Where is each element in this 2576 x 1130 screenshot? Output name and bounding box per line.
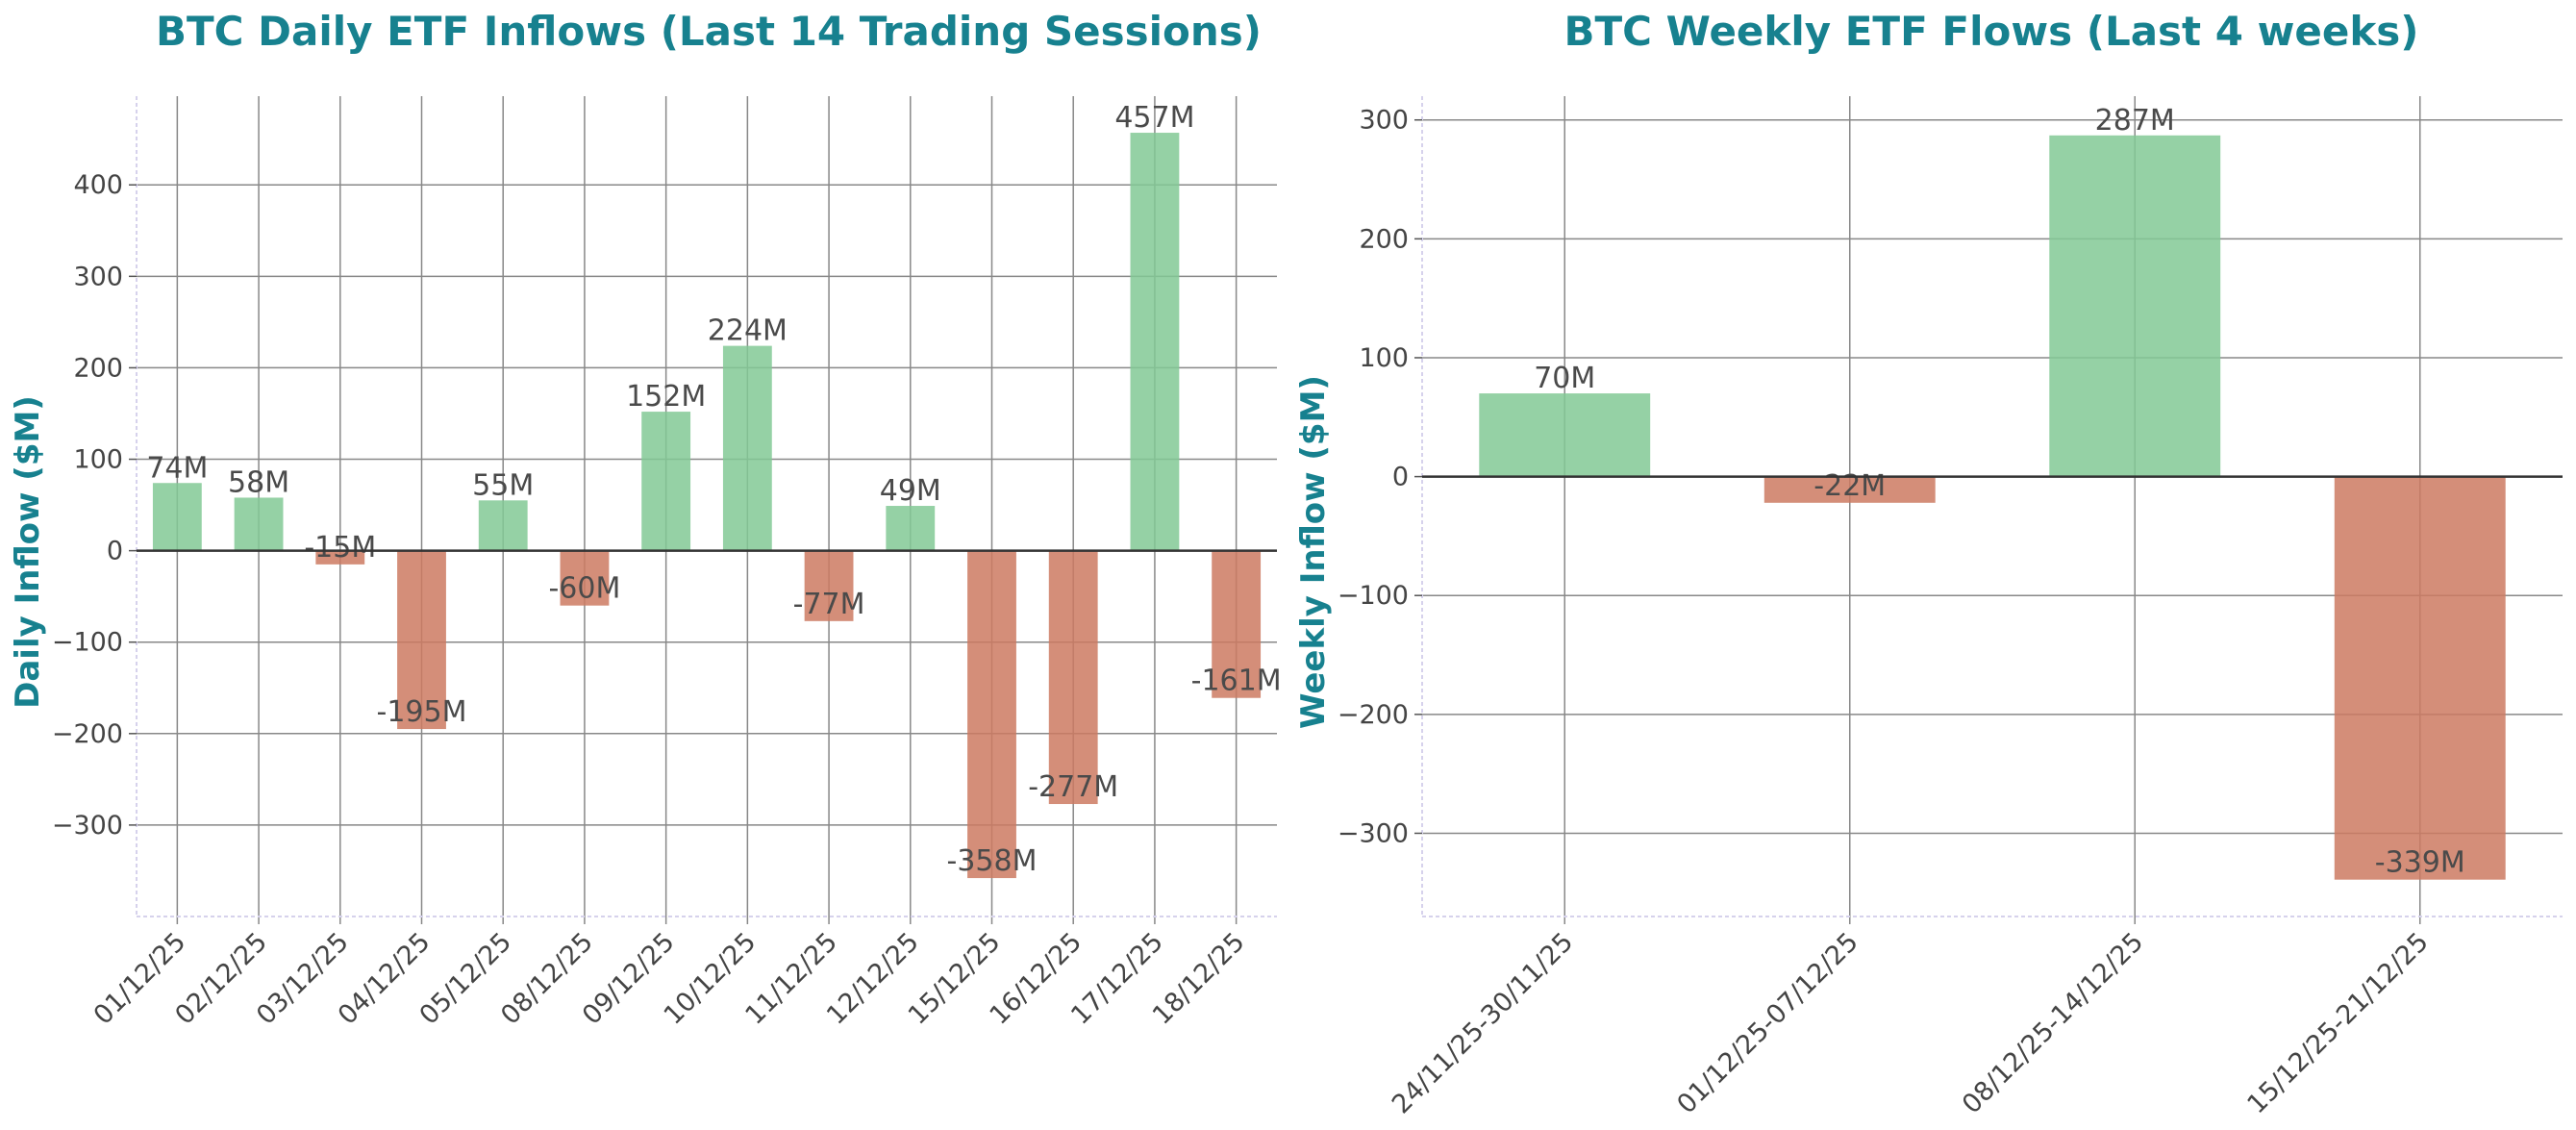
data-label: 224M bbox=[708, 314, 788, 348]
y-tick-label: −300 bbox=[52, 811, 123, 841]
x-tick-label: 15/12/25-21/12/25 bbox=[2241, 927, 2434, 1119]
data-label: -339M bbox=[2375, 846, 2465, 880]
data-label: -15M bbox=[304, 531, 376, 565]
bar bbox=[722, 345, 772, 551]
bar bbox=[315, 550, 365, 565]
y-tick-label: 300 bbox=[73, 262, 123, 291]
y-axis-label: Weekly Inflow ($M) bbox=[1294, 375, 1333, 729]
data-label: 58M bbox=[228, 465, 289, 499]
bar bbox=[886, 506, 936, 551]
chart-title: BTC Weekly ETF Flows (Last 4 weeks) bbox=[1564, 8, 2419, 55]
daily-inflows-chart: BTC Daily ETF Inflows (Last 14 Trading S… bbox=[9, 8, 1282, 1031]
bar bbox=[1479, 393, 1651, 477]
y-tick-label: −200 bbox=[1338, 700, 1409, 730]
data-label: -77M bbox=[793, 588, 865, 621]
data-label: -161M bbox=[1191, 665, 1282, 698]
data-label: -195M bbox=[377, 695, 467, 729]
bar bbox=[478, 500, 528, 551]
bar bbox=[234, 497, 284, 551]
y-tick-label: 100 bbox=[1359, 343, 1409, 373]
x-tick-label: 01/12/25-07/12/25 bbox=[1671, 927, 1863, 1119]
bar bbox=[2334, 476, 2506, 880]
bar bbox=[560, 550, 610, 606]
x-tick-label: 08/12/25-14/12/25 bbox=[1957, 927, 2149, 1119]
y-tick-label: 100 bbox=[73, 445, 123, 475]
data-label: 55M bbox=[472, 468, 534, 502]
bar bbox=[1130, 133, 1180, 551]
bar bbox=[1212, 550, 1262, 698]
y-tick-label: 200 bbox=[1359, 224, 1409, 254]
bar bbox=[397, 550, 446, 730]
data-label: 49M bbox=[880, 474, 941, 508]
y-tick-label: 300 bbox=[1359, 106, 1409, 136]
data-label: 152M bbox=[626, 380, 706, 414]
x-tick-label: 24/11/25-30/11/25 bbox=[1387, 927, 1579, 1119]
y-tick-label: −100 bbox=[1338, 581, 1409, 611]
y-tick-label: 0 bbox=[1392, 463, 1409, 492]
y-tick-label: −100 bbox=[52, 628, 123, 658]
bar bbox=[152, 483, 202, 551]
bar bbox=[967, 550, 1016, 879]
bar bbox=[1048, 550, 1098, 805]
data-label: 74M bbox=[146, 451, 208, 485]
y-axis-label: Daily Inflow ($M) bbox=[9, 395, 47, 709]
y-tick-label: 0 bbox=[107, 537, 123, 566]
y-tick-label: −200 bbox=[52, 719, 123, 749]
bar bbox=[2049, 135, 2221, 477]
data-label: 457M bbox=[1114, 101, 1194, 135]
bar bbox=[1763, 476, 1936, 503]
chart-title: BTC Daily ETF Inflows (Last 14 Trading S… bbox=[156, 8, 1262, 55]
data-label: -358M bbox=[947, 844, 1038, 878]
y-tick-label: 400 bbox=[73, 170, 123, 200]
y-tick-label: −300 bbox=[1338, 818, 1409, 848]
weekly-flows-chart: BTC Weekly ETF Flows (Last 4 weeks) Week… bbox=[1294, 8, 2563, 1119]
data-label: 70M bbox=[1534, 362, 1595, 395]
y-tick-label: 200 bbox=[73, 353, 123, 383]
data-label: -60M bbox=[548, 572, 620, 606]
bar bbox=[641, 412, 691, 551]
bar bbox=[804, 550, 854, 621]
data-label: -22M bbox=[1813, 469, 1886, 503]
data-label: 287M bbox=[2095, 104, 2175, 138]
data-label: -277M bbox=[1028, 770, 1118, 804]
